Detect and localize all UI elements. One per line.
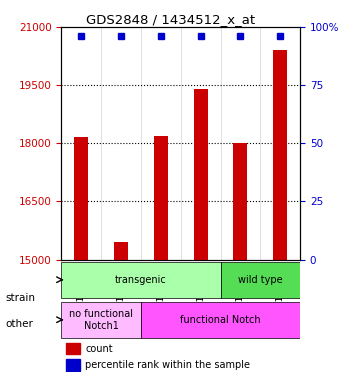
FancyBboxPatch shape <box>61 262 221 298</box>
Text: percentile rank within the sample: percentile rank within the sample <box>85 360 250 370</box>
Bar <box>234 143 247 260</box>
Text: strain: strain <box>5 293 35 303</box>
Text: GDS2848 / 1434512_x_at: GDS2848 / 1434512_x_at <box>86 13 255 26</box>
Bar <box>154 136 168 260</box>
Bar <box>66 359 80 371</box>
FancyBboxPatch shape <box>221 262 300 298</box>
Bar <box>114 242 128 260</box>
Bar <box>194 89 208 260</box>
Bar <box>273 50 287 260</box>
Text: wild type: wild type <box>238 275 283 285</box>
Text: count: count <box>85 344 113 354</box>
FancyBboxPatch shape <box>141 302 300 338</box>
Text: transgenic: transgenic <box>115 275 167 285</box>
Text: no functional
Notch1: no functional Notch1 <box>69 309 133 331</box>
Bar <box>66 343 80 354</box>
Text: other: other <box>5 319 33 329</box>
Bar <box>74 137 88 260</box>
FancyBboxPatch shape <box>61 302 141 338</box>
Text: functional Notch: functional Notch <box>180 315 261 325</box>
